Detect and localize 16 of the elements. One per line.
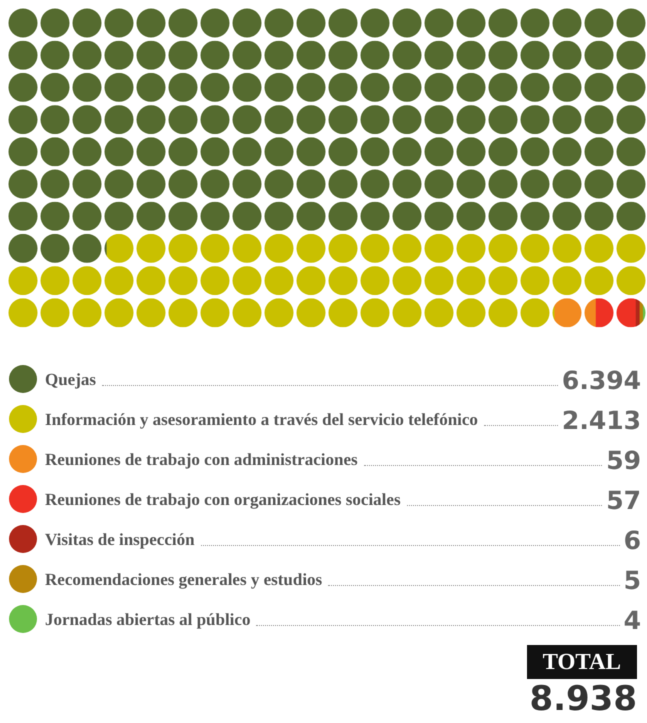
category-label: Reuniones de trabajo con administraciones bbox=[45, 450, 358, 470]
data-label: 2.413 bbox=[562, 406, 641, 435]
category-label: Visitas de inspección bbox=[45, 530, 195, 550]
data-label: 4 bbox=[624, 606, 641, 635]
category-label: Información y asesoramiento a través del servicio telefónico bbox=[45, 410, 478, 430]
data-label: 5 bbox=[624, 566, 641, 595]
text: 8.938 bbox=[529, 679, 637, 719]
category-label: Recomendaciones generales y estudios bbox=[45, 570, 322, 590]
data-label: 6 bbox=[624, 526, 641, 555]
data-label: 57 bbox=[606, 486, 641, 515]
data-label: 6.394 bbox=[562, 366, 641, 395]
category-label: Jornadas abiertas al público bbox=[45, 610, 250, 630]
category-label: Quejas bbox=[45, 370, 96, 390]
text: TOTAL bbox=[526, 645, 637, 679]
category-label: Reuniones de trabajo con organizaciones sociales bbox=[45, 490, 401, 510]
data-label: 59 bbox=[606, 446, 641, 475]
